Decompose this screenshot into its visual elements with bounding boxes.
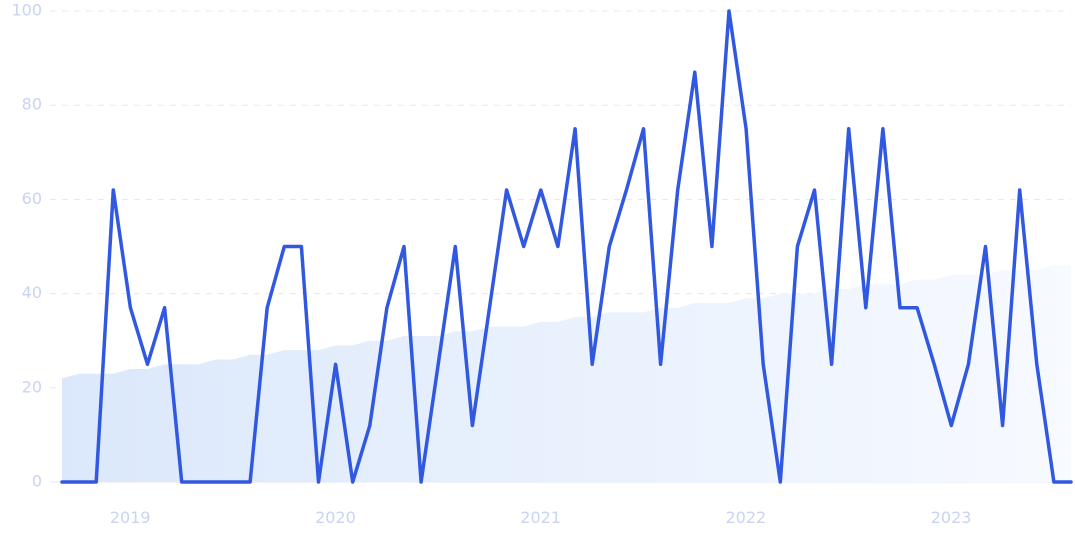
y-axis-ticks: 0 20 40 60 80 100	[11, 1, 42, 491]
x-tick-label: 2022	[726, 508, 767, 527]
line-series	[60, 9, 1073, 484]
y-tick-label: 0	[32, 472, 42, 491]
area-series	[62, 265, 1071, 482]
x-tick-label: 2023	[931, 508, 972, 527]
x-tick-label: 2019	[110, 508, 151, 527]
x-axis-ticks: 2019 2020 2021 2022 2023	[110, 508, 972, 527]
x-tick-label: 2020	[315, 508, 356, 527]
y-tick-label: 100	[11, 1, 42, 20]
y-tick-label: 20	[22, 377, 42, 396]
y-tick-label: 80	[22, 95, 42, 114]
y-tick-label: 40	[22, 283, 42, 302]
x-tick-label: 2021	[520, 508, 561, 527]
area-fill	[62, 265, 1071, 482]
y-tick-label: 60	[22, 189, 42, 208]
line-path	[60, 9, 1073, 484]
